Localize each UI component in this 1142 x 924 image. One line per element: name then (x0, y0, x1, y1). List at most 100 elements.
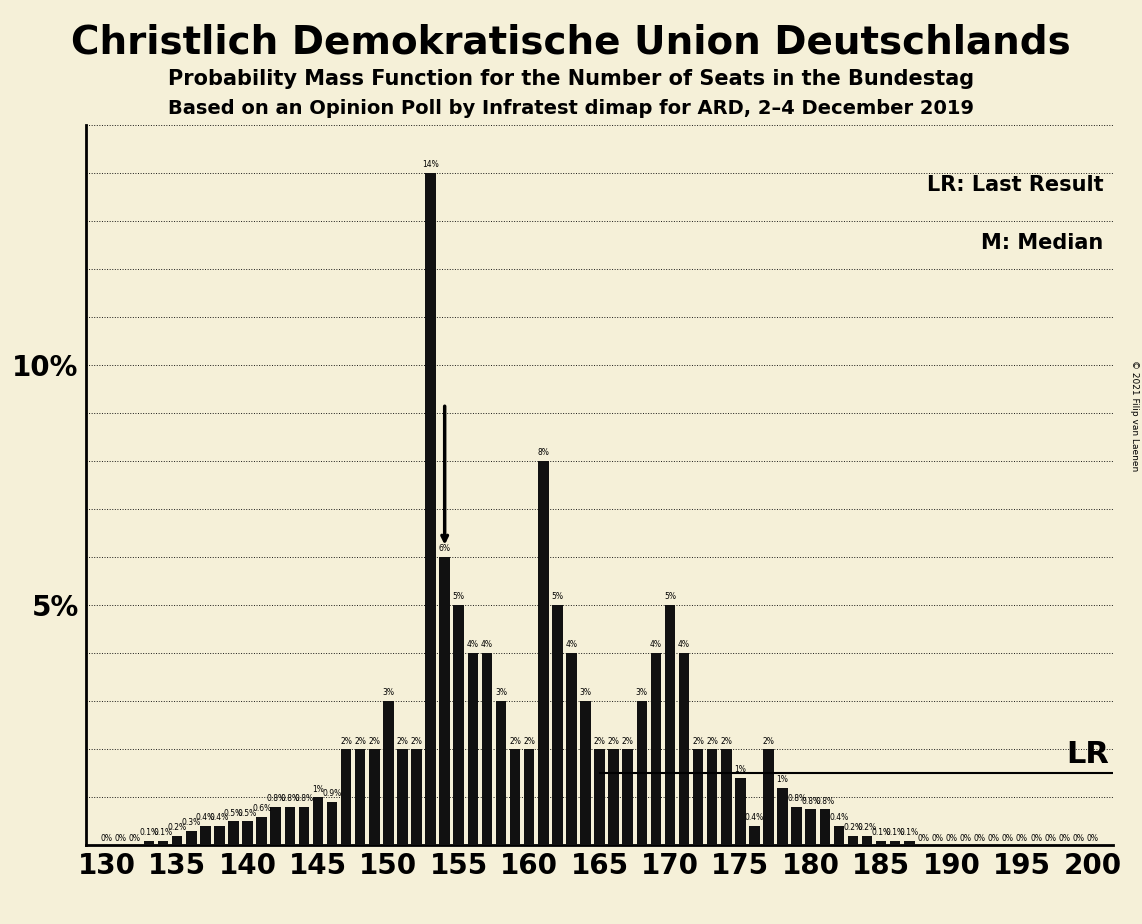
Bar (298, 807, 309, 845)
Bar (509, 749, 521, 845)
Text: 0%: 0% (1072, 834, 1084, 843)
Text: 2%: 2% (523, 736, 536, 746)
Text: 0.4%: 0.4% (195, 813, 215, 822)
Text: 0.4%: 0.4% (745, 813, 764, 822)
Text: 0.8%: 0.8% (787, 794, 806, 803)
Text: 0.2%: 0.2% (168, 823, 187, 832)
Bar (425, 173, 436, 845)
Bar (467, 653, 478, 845)
Text: 3%: 3% (494, 688, 507, 698)
Bar (665, 605, 675, 845)
Bar (383, 701, 394, 845)
Bar (651, 653, 661, 845)
Bar (721, 749, 732, 845)
Text: 5%: 5% (664, 592, 676, 602)
Text: 6%: 6% (439, 544, 451, 553)
Bar (369, 749, 379, 845)
Bar (158, 841, 168, 845)
Bar (707, 749, 717, 845)
Bar (172, 836, 183, 845)
Text: 4%: 4% (678, 640, 690, 650)
Text: 0.8%: 0.8% (295, 794, 313, 803)
Text: 0.2%: 0.2% (858, 823, 877, 832)
Text: M: Median: M: Median (981, 233, 1103, 253)
Text: 0.3%: 0.3% (182, 818, 201, 827)
Text: Based on an Opinion Poll by Infratest dimap for ARD, 2–4 December 2019: Based on an Opinion Poll by Infratest di… (168, 99, 974, 118)
Bar (552, 605, 563, 845)
Text: 0%: 0% (115, 834, 127, 843)
Bar (215, 826, 225, 845)
Text: LR: LR (1067, 739, 1109, 769)
Bar (186, 831, 196, 845)
Bar (256, 817, 267, 845)
Bar (397, 749, 408, 845)
Bar (453, 605, 464, 845)
Text: 0%: 0% (959, 834, 972, 843)
Text: 0.8%: 0.8% (815, 796, 835, 806)
Text: 0%: 0% (1016, 834, 1028, 843)
Bar (678, 653, 690, 845)
Text: 2%: 2% (411, 736, 423, 746)
Text: 0%: 0% (1086, 834, 1099, 843)
Text: 2%: 2% (509, 736, 521, 746)
Text: 0.5%: 0.5% (238, 808, 257, 818)
Text: 8%: 8% (537, 448, 549, 457)
Text: 2%: 2% (594, 736, 605, 746)
Bar (482, 653, 492, 845)
Bar (594, 749, 605, 845)
Text: 1%: 1% (312, 784, 324, 794)
Text: 0%: 0% (917, 834, 930, 843)
Text: 0.5%: 0.5% (224, 808, 243, 818)
Bar (580, 701, 590, 845)
Text: 2%: 2% (721, 736, 732, 746)
Bar (440, 557, 450, 845)
Text: 2%: 2% (340, 736, 352, 746)
Text: 4%: 4% (481, 640, 493, 650)
Text: 0.8%: 0.8% (266, 794, 286, 803)
Bar (271, 807, 281, 845)
Text: 0%: 0% (1002, 834, 1014, 843)
Text: 0.8%: 0.8% (280, 794, 299, 803)
Text: 2%: 2% (369, 736, 380, 746)
Bar (763, 749, 774, 845)
Text: 2%: 2% (354, 736, 367, 746)
Text: 0.6%: 0.6% (252, 804, 272, 813)
Text: 3%: 3% (579, 688, 592, 698)
Bar (313, 797, 323, 845)
Text: 4%: 4% (565, 640, 578, 650)
Text: Probability Mass Function for the Number of Seats in the Bundestag: Probability Mass Function for the Number… (168, 69, 974, 90)
Text: 4%: 4% (467, 640, 478, 650)
Bar (735, 778, 746, 845)
Text: 5%: 5% (552, 592, 563, 602)
Bar (693, 749, 703, 845)
Text: 0%: 0% (129, 834, 140, 843)
Text: 0.1%: 0.1% (886, 828, 904, 837)
Bar (636, 701, 648, 845)
Text: 0%: 0% (1059, 834, 1070, 843)
Bar (890, 841, 901, 845)
Text: 0.2%: 0.2% (844, 823, 862, 832)
Bar (791, 807, 802, 845)
Text: © 2021 Filip van Laenen: © 2021 Filip van Laenen (1129, 360, 1139, 471)
Text: 1%: 1% (777, 775, 788, 784)
Text: 3%: 3% (383, 688, 394, 698)
Text: 0.4%: 0.4% (829, 813, 849, 822)
Text: 0.1%: 0.1% (871, 828, 891, 837)
Bar (566, 653, 577, 845)
Text: 1%: 1% (734, 765, 746, 774)
Text: 0.1%: 0.1% (139, 828, 159, 837)
Bar (200, 826, 210, 845)
Text: 0.8%: 0.8% (802, 796, 820, 806)
Text: 0%: 0% (1030, 834, 1042, 843)
Bar (834, 826, 844, 845)
Text: 5%: 5% (452, 592, 465, 602)
Text: 2%: 2% (692, 736, 705, 746)
Bar (820, 809, 830, 845)
Text: 2%: 2% (706, 736, 718, 746)
Bar (355, 749, 365, 845)
Bar (327, 802, 337, 845)
Text: 0%: 0% (946, 834, 957, 843)
Text: 0%: 0% (100, 834, 113, 843)
Bar (904, 841, 915, 845)
Bar (622, 749, 633, 845)
